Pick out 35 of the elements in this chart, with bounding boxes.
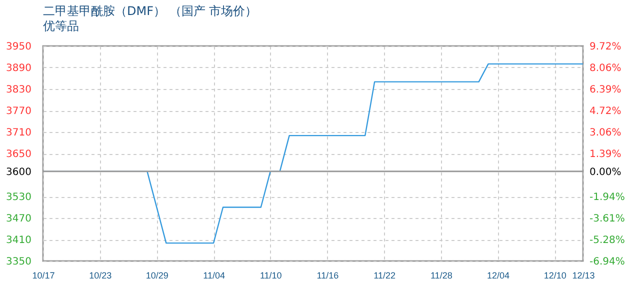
x-tick-label: 11/28 (430, 270, 452, 280)
y2-tick-label: -1.94% (590, 192, 625, 203)
y2-tick-label: 9.72% (590, 42, 622, 52)
x-tick-label: 11/10 (260, 270, 282, 280)
y2-tick-label: 8.06% (590, 62, 622, 74)
x-tick-label: 11/16 (316, 270, 339, 280)
y2-tick-label: 1.39% (590, 149, 622, 160)
y-tick-label: 3770 (6, 106, 32, 117)
y2-tick-label: -5.28% (590, 235, 625, 246)
x-tick-label: 12/10 (544, 270, 566, 280)
y2-tick-label: 6.39% (590, 84, 622, 96)
x-tick-label: 11/04 (203, 270, 225, 280)
x-tick-label: 12/04 (486, 270, 510, 280)
y2-tick-label: 3.06% (590, 127, 622, 138)
y-tick-label: 3410 (6, 235, 32, 246)
y-tick-label: 3830 (6, 84, 32, 96)
y-tick-label: 3950 (6, 42, 32, 52)
x-tick-label: 10/29 (146, 270, 168, 280)
y2-tick-label: -6.94% (590, 256, 625, 268)
y-tick-label: 3890 (6, 63, 32, 74)
x-tick-label: 10/17 (32, 270, 55, 280)
chart-title: 二甲基甲酰胺（DMF） （国产 市场价） (43, 4, 258, 18)
y2-tick-label: 0.00% (590, 166, 622, 178)
y-tick-label: 3650 (6, 149, 32, 160)
x-tick-label: 10/23 (89, 270, 112, 280)
y-tick-label: 3530 (6, 192, 32, 203)
y-tick-label: 3350 (6, 256, 32, 268)
x-tick-label: 11/22 (374, 270, 396, 280)
y2-tick-label: 4.72% (590, 106, 622, 118)
y2-tick-label: -3.61% (590, 214, 625, 225)
x-tick-label: 12/13 (572, 270, 595, 280)
y-tick-label: 3710 (6, 128, 32, 138)
chart-subtitle: 优等品 (43, 19, 79, 33)
y-tick-label: 3470 (6, 214, 32, 224)
y-tick-label: 3600 (6, 166, 32, 178)
